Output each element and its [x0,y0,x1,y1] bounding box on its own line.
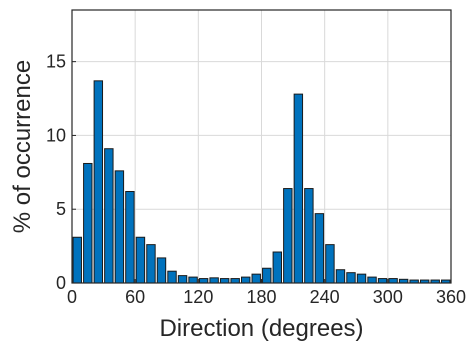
histogram-bar [177,275,188,284]
histogram-bar [156,257,167,284]
x-tick-label: 120 [183,287,213,307]
histogram-bar [335,269,346,284]
histogram-bar [167,270,177,284]
y-axis-title: % of occurrence [9,60,36,233]
histogram-bar [377,278,388,284]
y-tick-label: 15 [46,52,66,72]
x-tick-label: 360 [436,287,466,307]
x-tick-label: 0 [67,287,77,307]
histogram-bar [219,278,230,284]
x-tick-label: 180 [246,287,276,307]
histogram-bar [314,213,325,284]
histogram-bar [293,93,304,284]
histogram-bar [367,276,377,284]
histogram-bar [83,162,93,284]
histogram-bar [283,188,293,284]
histogram-bar [188,276,198,284]
histogram-bar [262,267,272,284]
histogram-bar [325,244,335,284]
histogram-bar [346,272,356,284]
histogram-bar [388,278,398,284]
histogram-bar [356,273,367,284]
histogram-bar [209,277,219,284]
x-tick-label: 60 [125,287,145,307]
y-tick-label: 10 [46,125,66,145]
histogram-bar [272,251,283,284]
histogram-bar [93,80,104,284]
histogram-bar [230,278,240,284]
histogram-bar [125,191,135,284]
histogram-bar [251,273,261,284]
histogram-bar [104,148,114,284]
y-tick-label: 5 [56,199,66,219]
x-axis-ticks: 0 60 120 180 240 300 360 [67,279,466,307]
y-axis-ticks: 0 5 10 15 [46,52,76,293]
y-tick-label: 0 [56,273,66,293]
histogram-bar [72,236,82,284]
histogram-bar [135,236,146,284]
histogram-bar [146,244,156,284]
x-axis-title: Direction (degrees) [159,315,363,342]
grid-lines [72,10,451,283]
histogram-bar [198,278,209,284]
histogram-bar [114,170,125,284]
histogram-bar [304,188,314,284]
x-tick-label: 240 [310,287,340,307]
x-tick-label: 300 [373,287,403,307]
histogram-bar [240,276,251,284]
